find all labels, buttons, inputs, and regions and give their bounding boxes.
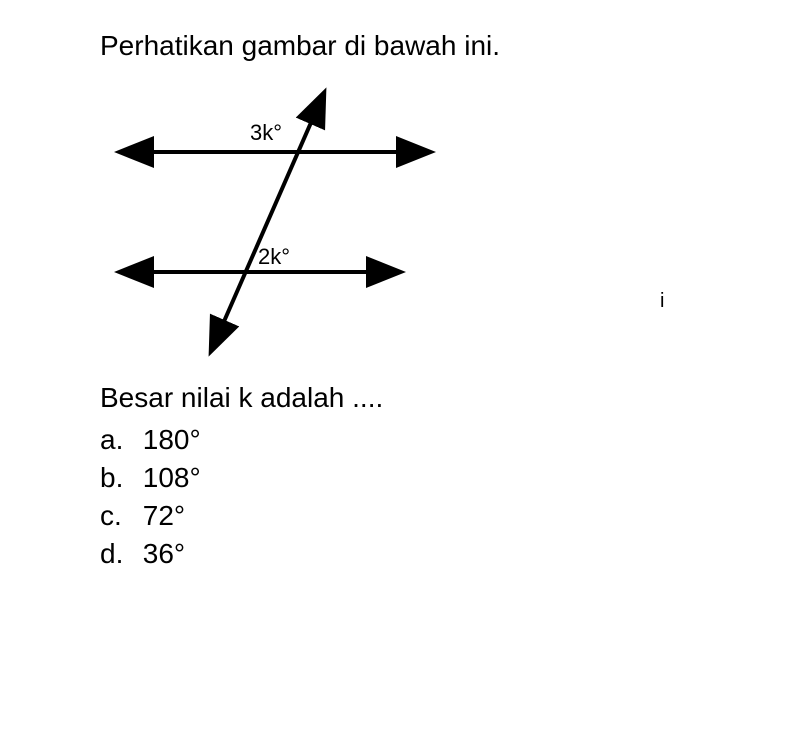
options-list: a. 180° b. 108° c. 72° d. 36° <box>100 424 743 570</box>
option-a: a. 180° <box>100 424 743 456</box>
answer-prompt: Besar nilai k adalah .... <box>100 382 743 414</box>
option-value: 180° <box>143 424 201 455</box>
option-letter: a. <box>100 424 135 456</box>
option-value: 108° <box>143 462 201 493</box>
stray-mark: i <box>660 290 664 313</box>
angle-label-3k: 3k° <box>250 120 282 145</box>
option-b: b. 108° <box>100 462 743 494</box>
option-d: d. 36° <box>100 538 743 570</box>
option-letter: b. <box>100 462 135 494</box>
option-letter: c. <box>100 500 135 532</box>
option-c: c. 72° <box>100 500 743 532</box>
angle-label-2k: 2k° <box>258 244 290 269</box>
question-prompt: Perhatikan gambar di bawah ini. <box>100 30 743 62</box>
option-value: 72° <box>143 500 185 531</box>
option-value: 36° <box>143 538 185 569</box>
option-letter: d. <box>100 538 135 570</box>
diagram-svg: 3k° 2k° <box>100 82 500 362</box>
geometry-diagram: 3k° 2k° <box>100 82 500 362</box>
